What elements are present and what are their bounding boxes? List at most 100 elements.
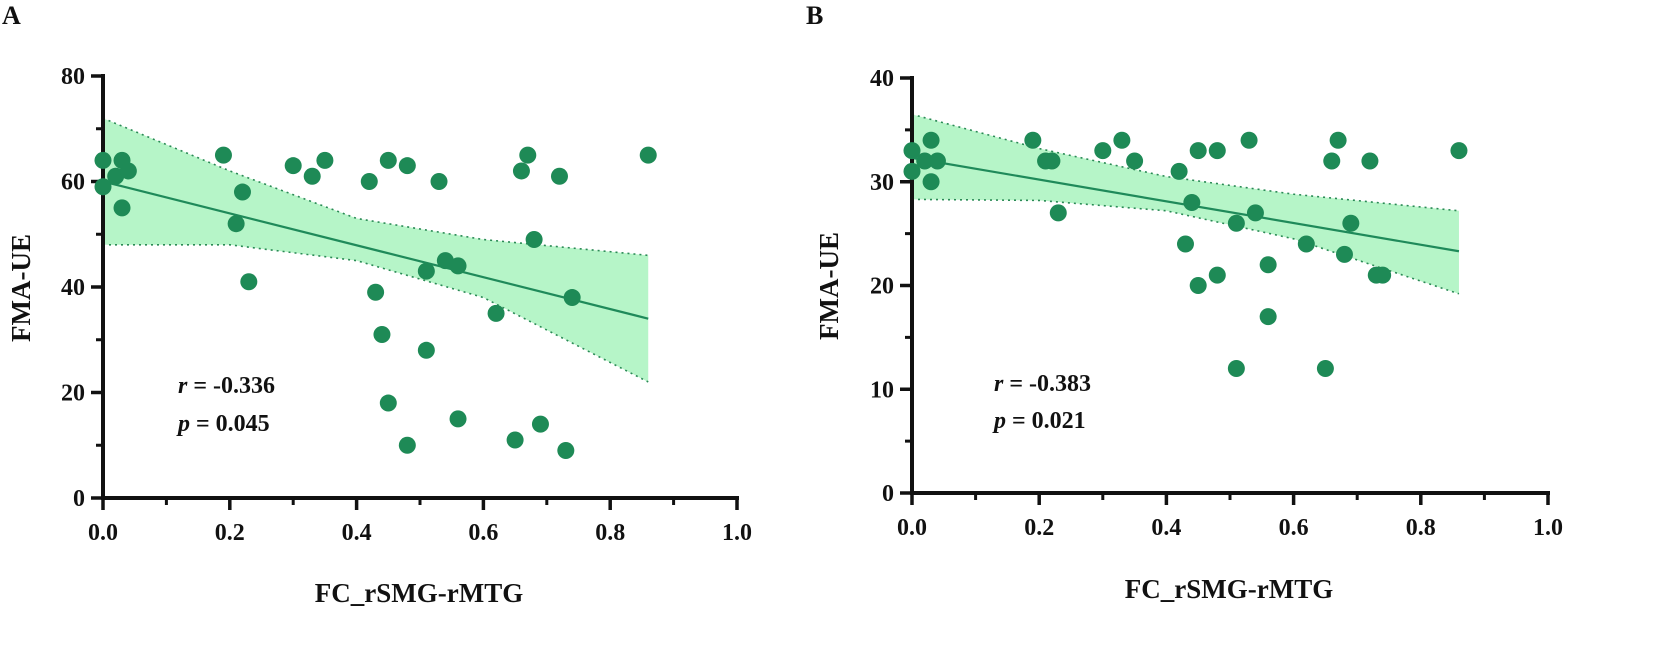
p-value: = 0.021 [1006,408,1086,434]
data-point [1208,266,1226,284]
data-point [303,167,321,185]
x-tick-label: 0.0 [897,515,927,541]
data-point [1126,152,1144,170]
data-point [1342,214,1360,232]
x-tick-label: 1.0 [722,520,752,546]
x-tick-label: 0.0 [88,520,118,546]
regression-line [102,180,649,320]
data-point [563,289,581,307]
data-point [284,157,302,175]
data-point [1170,162,1188,180]
data-point [417,341,435,359]
x-axis-title: FC_rSMG-rMTG [315,578,523,608]
data-point [1183,194,1201,211]
y-axis-title: FMA-UE [6,234,36,342]
x-tick-label: 0.6 [1279,515,1309,541]
y-tick-label: 10 [870,377,894,403]
data-point [903,142,921,160]
x-tick-label: 0.2 [1024,515,1054,541]
confidence-lower-bound [103,244,649,383]
data-point [519,146,537,164]
r-value: = -0.383 [1003,371,1091,397]
data-point [1227,360,1245,377]
y-tick-label: 20 [870,274,894,300]
panel-label: A [2,1,21,30]
confidence-upper-bound [911,113,1460,212]
data-point [1259,256,1277,274]
p-symbol: p [176,411,190,437]
data-point [373,325,391,343]
data-point [1113,131,1131,149]
data-point [922,173,940,191]
data-point [1297,235,1315,253]
y-tick-label: 80 [61,64,85,90]
data-point [379,394,397,412]
x-tick-label: 0.2 [215,520,245,546]
data-point [1176,235,1194,253]
data-point [449,257,467,275]
panel-b: B 0 10 20 30 40 0.0 0.2 0.4 0.6 0.8 1.0 FMA-UE FC_… [806,1,1563,604]
data-point [512,162,530,180]
y-tick-label: 40 [61,275,85,301]
data-point [1259,308,1277,326]
data-point [1189,277,1207,294]
data-point [1374,266,1392,284]
x-axis-title: FC_rSMG-rMTG [1125,574,1333,604]
data-point [557,442,575,460]
data-point [119,162,137,180]
y-axis-title: FMA-UE [814,232,844,340]
r-value: = -0.336 [187,373,275,399]
data-point [1450,142,1468,160]
x-tick-label: 0.4 [1151,515,1181,541]
data-point [1323,152,1341,170]
data-point [506,431,524,449]
x-tick-label: 1.0 [1533,515,1563,541]
y-tick-label: 0 [882,481,894,507]
r-annotation: r = -0.336 [178,373,275,399]
y-tick-label: 60 [61,170,85,196]
data-point [233,183,251,201]
data-point [1335,245,1353,263]
data-point [1240,131,1258,149]
x-tick-label: 0.4 [342,520,372,546]
data-point [214,146,232,164]
r-symbol: r [178,373,188,399]
data-point [1246,204,1264,222]
x-tick-label: 0.8 [595,520,625,546]
data-point [1094,142,1112,160]
data-point [487,304,505,322]
data-point [1227,214,1245,232]
data-point [113,199,131,217]
data-point [367,283,385,301]
data-point [525,231,543,249]
data-point [531,415,549,433]
data-point [449,410,467,428]
data-point [903,162,921,180]
data-point [1189,142,1207,160]
y-tick-label: 20 [61,381,85,407]
data-point [639,146,657,164]
data-point [1361,152,1379,170]
data-point [1024,131,1042,149]
x-tick-label: 0.6 [468,520,498,546]
data-point [379,151,397,169]
data-point [360,173,378,190]
data-point [922,131,940,149]
panel-label: B [806,1,823,30]
data-point [1329,131,1347,149]
data-point [316,151,334,169]
data-point [928,152,946,170]
data-point [398,436,416,454]
data-point [1208,142,1226,160]
data-point [1049,204,1067,222]
data-point [227,215,245,233]
confidence-lower-bound [911,198,1460,295]
y-tick-label: 0 [73,486,85,512]
data-point [94,151,112,169]
data-point [417,262,435,280]
p-annotation: p = 0.021 [992,408,1086,434]
panel-a: A 0 20 40 60 80 0.0 0.2 0.4 0.6 0.8 1.0 FMA-UE FC_… [2,1,752,608]
data-point [430,173,448,190]
data-point [916,152,934,170]
